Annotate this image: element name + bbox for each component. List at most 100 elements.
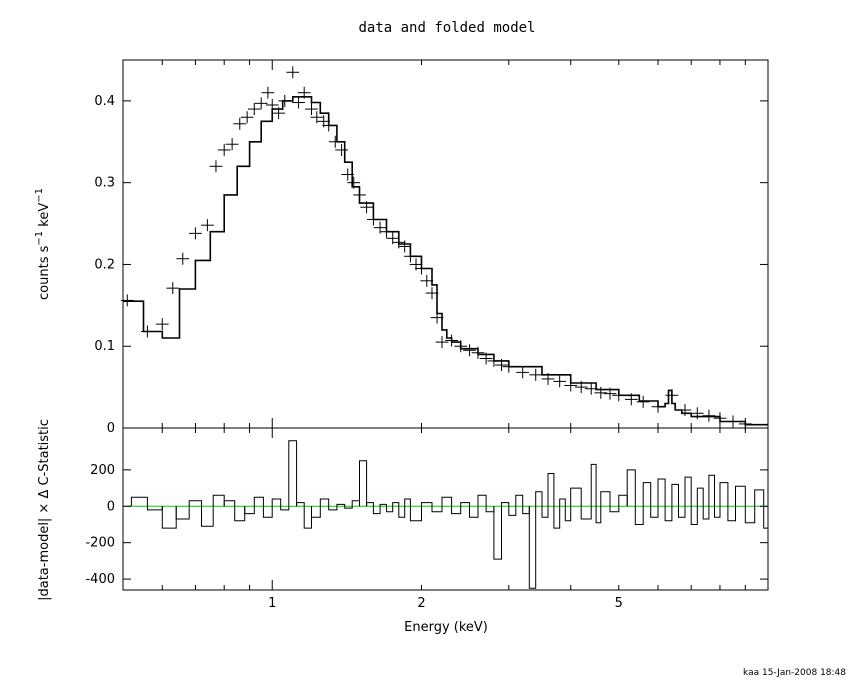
residual-bar xyxy=(146,506,163,511)
data-point xyxy=(495,359,508,372)
residual-bar xyxy=(175,506,190,520)
residual-bar xyxy=(359,460,368,507)
data-point xyxy=(240,111,254,124)
data-point xyxy=(272,107,285,120)
residual-bar xyxy=(485,506,495,513)
residual-bars xyxy=(130,440,769,589)
bottom-y-tick-label: -200 xyxy=(85,536,115,551)
residual-bar xyxy=(336,503,346,507)
data-point xyxy=(636,395,650,408)
residual-bar xyxy=(708,474,715,507)
residual-bar xyxy=(328,506,338,511)
residual-bar xyxy=(234,506,246,522)
data-point xyxy=(322,119,336,132)
residual-bar xyxy=(696,487,704,507)
top-y-tick-label: 0.3 xyxy=(94,176,115,191)
residual-bar xyxy=(595,506,602,524)
data-point xyxy=(341,168,355,181)
data-point xyxy=(367,213,380,226)
data-point xyxy=(347,176,361,189)
residual-bar xyxy=(522,506,530,515)
data-point xyxy=(702,409,716,422)
data-point xyxy=(305,103,318,116)
residual-bar xyxy=(421,502,433,507)
data-point xyxy=(463,344,476,357)
data-point xyxy=(624,393,638,406)
data-point xyxy=(541,372,555,385)
residual-bar xyxy=(754,489,765,507)
data-point xyxy=(360,201,373,214)
residual-bar xyxy=(684,476,692,507)
residual-bar xyxy=(351,500,360,507)
data-point xyxy=(404,250,417,263)
top-y-tick-label: 0 xyxy=(107,421,115,436)
data-point xyxy=(479,352,493,365)
data-point xyxy=(690,407,704,420)
residual-bar xyxy=(702,506,710,520)
residual-bar xyxy=(253,496,264,507)
top-y-tick-label: 0.1 xyxy=(94,339,115,354)
residual-bar xyxy=(618,494,628,507)
residual-bar xyxy=(188,500,202,507)
residual-bar xyxy=(493,506,502,560)
data-point xyxy=(713,412,727,425)
residual-bar xyxy=(580,506,592,520)
x-axis-label: Energy (keV) xyxy=(404,620,488,635)
residual-bar xyxy=(431,506,443,513)
data-point xyxy=(529,368,543,381)
residual-bar xyxy=(541,506,549,518)
data-point xyxy=(420,274,434,287)
residual-bar xyxy=(296,502,305,507)
data-point xyxy=(176,252,190,265)
top-y-axis: 0 0.1 0.2 0.3 0.4 xyxy=(94,94,768,436)
residual-bar xyxy=(690,506,698,525)
data-point xyxy=(247,103,261,116)
bottom-y-axis-label: |data-model| × Δ C-Statistic xyxy=(37,419,52,601)
data-point xyxy=(502,360,516,373)
data-point xyxy=(425,287,439,300)
residual-bar xyxy=(664,506,673,522)
model-histogram xyxy=(123,96,768,426)
top-plot-frame xyxy=(122,59,769,429)
residual-bar xyxy=(657,478,666,507)
residual-bar xyxy=(303,506,312,529)
data-point xyxy=(435,336,449,349)
top-y-tick-label: 0.2 xyxy=(94,257,115,272)
footer-timestamp: kaa 15-Jan-2008 18:48 xyxy=(743,668,846,678)
residual-bar xyxy=(441,496,453,507)
bottom-x-axis: 1 2 5 xyxy=(122,428,769,611)
residual-bar xyxy=(744,506,756,524)
data-point xyxy=(516,366,530,379)
residual-bar xyxy=(386,506,394,513)
x-tick-label: 2 xyxy=(417,596,425,611)
residual-bar xyxy=(451,506,462,515)
data-point xyxy=(398,240,412,253)
data-point xyxy=(233,117,247,130)
data-point xyxy=(217,143,231,156)
residual-bar xyxy=(714,506,721,518)
bottom-panel: -400 -200 0 200 1 2 5 |data-model| × Δ C-Stat… xyxy=(37,419,769,635)
data-point xyxy=(612,389,626,402)
residual-bar xyxy=(392,502,400,507)
residual-bar xyxy=(161,506,177,529)
residual-bar xyxy=(372,506,381,515)
residual-bar xyxy=(535,491,543,507)
residual-bar xyxy=(319,498,330,507)
top-y-tick-label: 0.4 xyxy=(94,94,115,109)
residual-bar xyxy=(271,498,282,507)
top-x-ticks xyxy=(122,60,769,428)
x-tick-label: 1 xyxy=(268,596,276,611)
data-point xyxy=(445,334,458,347)
data-point xyxy=(564,379,578,392)
residual-bar xyxy=(379,503,387,507)
residual-bar xyxy=(559,498,566,507)
data-point xyxy=(286,66,300,79)
residual-bar xyxy=(735,485,746,507)
data-point xyxy=(665,389,679,402)
data-point xyxy=(265,98,279,111)
residual-bar xyxy=(626,469,636,507)
residual-bar xyxy=(678,506,686,518)
data-point xyxy=(726,415,740,428)
data-point xyxy=(353,188,366,201)
data-point xyxy=(380,225,393,238)
